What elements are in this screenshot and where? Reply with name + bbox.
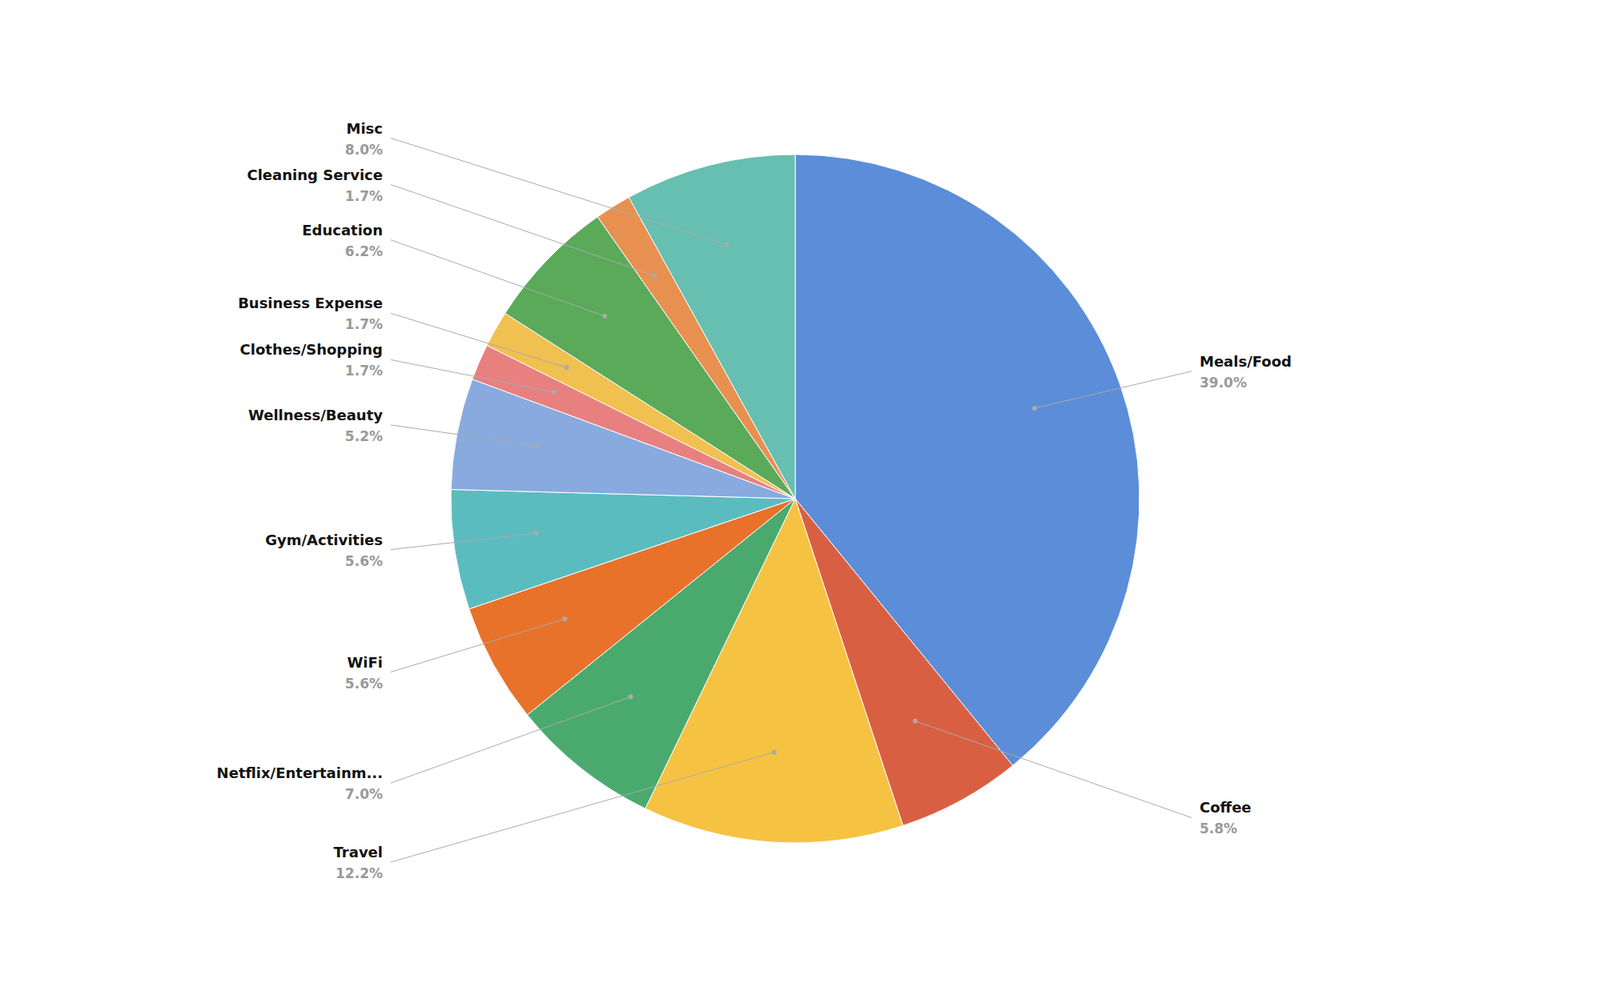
svg-text:WiFi: WiFi [347, 654, 384, 672]
svg-text:Meals/Food: Meals/Food [1199, 353, 1292, 370]
svg-text:Misc: Misc [346, 120, 383, 137]
svg-text:5.8%: 5.8% [1199, 820, 1238, 837]
svg-text:Wellness/Beauty: Wellness/Beauty [248, 406, 383, 424]
svg-text:Travel: Travel [333, 844, 383, 861]
svg-text:5.2%: 5.2% [345, 428, 383, 445]
svg-text:1.7%: 1.7% [345, 362, 383, 379]
svg-text:Coffee: Coffee [1199, 799, 1252, 817]
svg-text:Education: Education [301, 221, 383, 239]
svg-text:7.0%: 7.0% [345, 786, 383, 803]
svg-text:1.7%: 1.7% [345, 316, 383, 333]
svg-text:39.0%: 39.0% [1199, 374, 1247, 391]
svg-text:5.6%: 5.6% [345, 553, 383, 570]
svg-text:Clothes/Shopping: Clothes/Shopping [240, 341, 383, 358]
svg-text:8.0%: 8.0% [345, 141, 383, 158]
svg-text:Cleaning Service: Cleaning Service [246, 166, 383, 184]
svg-text:12.2%: 12.2% [335, 865, 383, 882]
svg-text:Gym/Activities: Gym/Activities [265, 531, 383, 549]
svg-text:5.6%: 5.6% [345, 675, 383, 692]
svg-text:6.2%: 6.2% [345, 243, 383, 260]
svg-text:Netflix/Entertainm...: Netflix/Entertainm... [217, 764, 383, 782]
svg-text:1.7%: 1.7% [345, 188, 383, 205]
svg-text:Business Expense: Business Expense [237, 294, 383, 312]
